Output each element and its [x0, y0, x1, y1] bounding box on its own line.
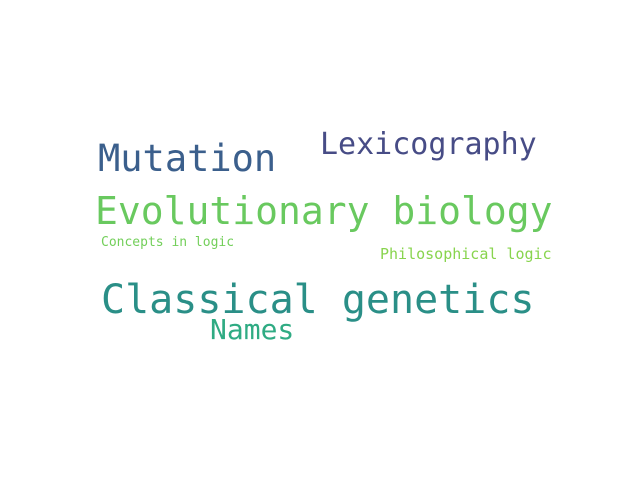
word-lexicography: Lexicography: [320, 127, 537, 162]
word-philosophical-logic: Philosophical logic: [380, 245, 552, 263]
word-mutation: Mutation: [98, 137, 277, 180]
word-names: Names: [210, 313, 295, 346]
word-evolutionary-biology: Evolutionary biology: [95, 189, 553, 233]
word-classical-genetics: Classical genetics: [101, 277, 535, 323]
word-concepts-in-logic: Concepts in logic: [101, 235, 235, 250]
